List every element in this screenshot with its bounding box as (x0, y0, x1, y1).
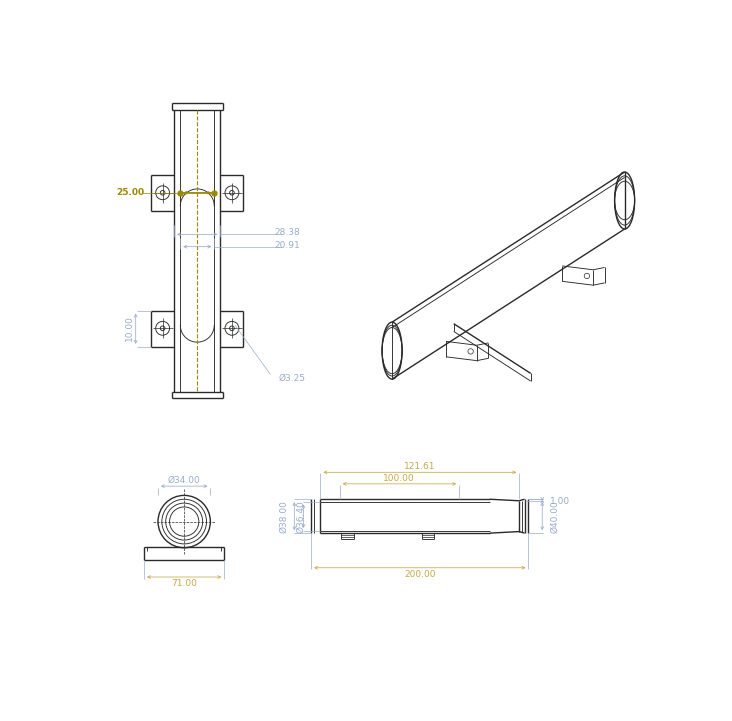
Text: Ø34.00: Ø34.00 (168, 477, 201, 485)
Text: 20.91: 20.91 (274, 241, 300, 249)
Text: 25.00: 25.00 (116, 188, 144, 198)
Text: 71.00: 71.00 (171, 580, 197, 588)
Text: 10.00: 10.00 (125, 315, 134, 341)
Text: 28.38: 28.38 (274, 229, 300, 237)
Text: 121.61: 121.61 (404, 462, 436, 472)
Text: Ø40.00: Ø40.00 (550, 500, 559, 533)
Text: 1.00: 1.00 (550, 497, 570, 506)
Text: Ø38.00: Ø38.00 (279, 500, 288, 533)
Text: Ø3.25: Ø3.25 (278, 374, 305, 383)
Text: Ø36.40: Ø36.40 (296, 500, 306, 533)
Text: 100.00: 100.00 (384, 474, 415, 483)
Text: 200.00: 200.00 (404, 570, 436, 579)
